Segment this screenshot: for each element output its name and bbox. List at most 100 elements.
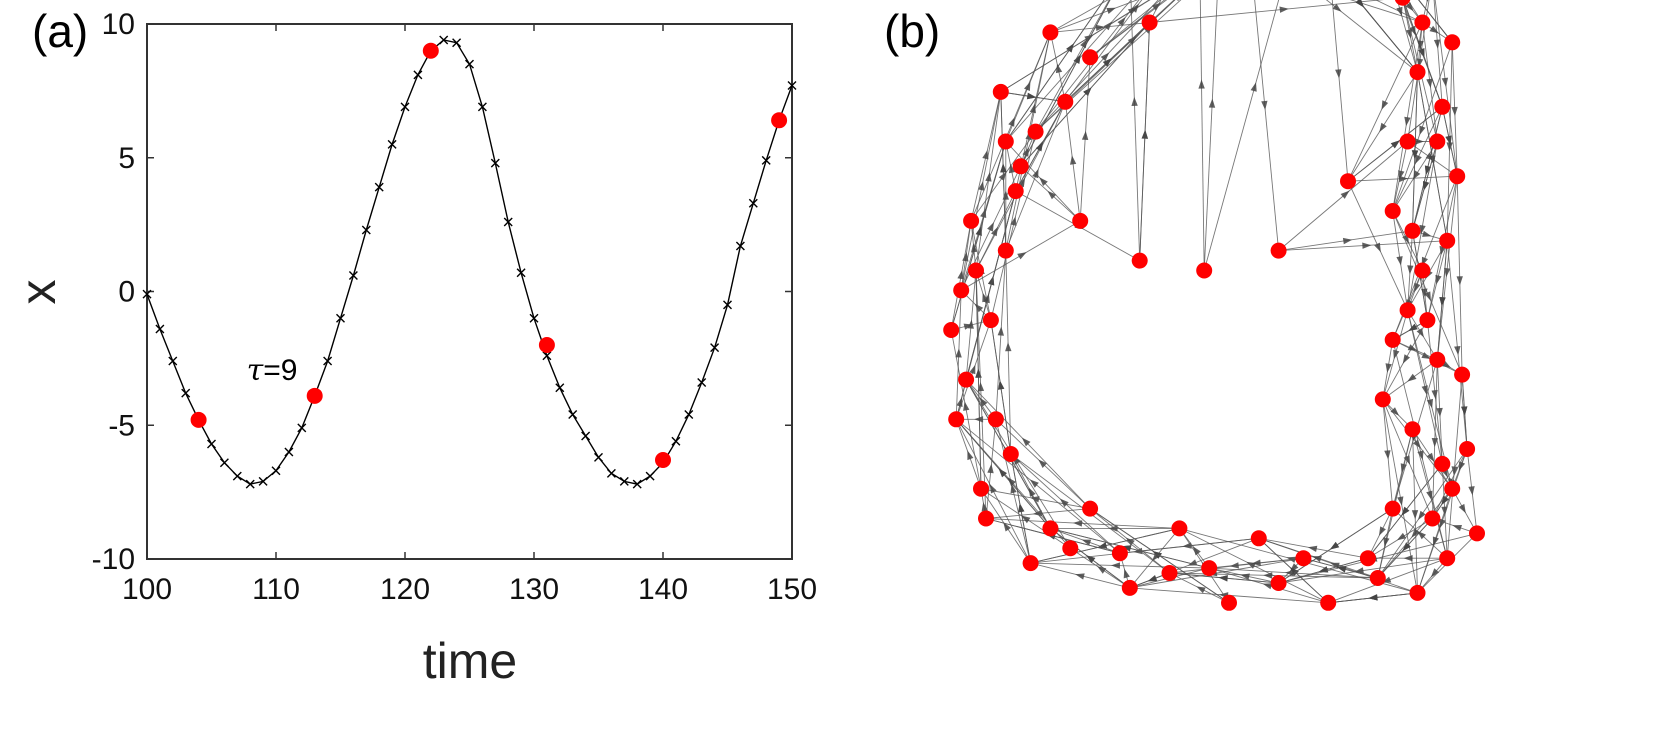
x-marker: [181, 388, 191, 398]
time-series-markers: [142, 35, 797, 489]
x-marker: [232, 471, 242, 481]
network-edge: [1331, 0, 1349, 182]
network-node: [1141, 14, 1158, 31]
network-node: [1359, 550, 1376, 567]
edge-arrowhead: [1005, 342, 1012, 352]
edge-arrowhead: [1263, 572, 1273, 579]
edge-arrowhead: [1086, 555, 1096, 564]
edge-arrowhead: [1055, 63, 1063, 74]
edge-arrowhead: [1421, 288, 1428, 298]
edge-arrowhead: [1430, 568, 1440, 578]
network-edge: [1357, 0, 1418, 73]
time-series-line: [146, 39, 793, 485]
edge-arrowhead: [1411, 150, 1419, 160]
edge-arrowhead: [1021, 515, 1031, 524]
x-marker: [271, 466, 281, 476]
network-node: [1429, 351, 1446, 368]
edge-arrowhead: [1381, 100, 1389, 110]
network-node: [1022, 555, 1039, 572]
x-marker: [697, 377, 707, 387]
edge-arrowhead: [1441, 495, 1449, 506]
y-axis-label: x: [10, 280, 66, 305]
network-node: [1404, 222, 1421, 239]
edge-arrowhead: [1355, 0, 1364, 8]
edge-arrowhead: [1285, 569, 1295, 577]
edge-arrowhead: [1007, 477, 1016, 487]
edge-arrowhead: [1131, 96, 1138, 106]
edge-arrowhead: [987, 222, 994, 232]
edge-arrowhead: [1108, 525, 1118, 532]
network-node: [1002, 446, 1019, 462]
edge-arrowhead: [967, 450, 974, 461]
x-marker: [516, 268, 526, 278]
network-nodes: [943, 0, 1485, 611]
edge-arrowhead: [974, 416, 984, 423]
edge-arrowhead: [1419, 224, 1426, 235]
edge-arrowhead: [1412, 170, 1421, 180]
network-node: [1007, 183, 1024, 200]
x-tick-label: 130: [509, 573, 559, 606]
sampled-point: [306, 387, 323, 404]
network-edge: [1000, 0, 1150, 93]
x-marker: [297, 423, 307, 433]
edge-arrowhead: [1431, 389, 1438, 400]
panel-a-plot: 100 110 120 130 140 150 -10 -5 0 5 10 τ=9 time x: [10, 8, 817, 689]
edge-arrowhead: [1008, 163, 1016, 174]
network-edge: [1434, 0, 1458, 177]
edge-arrowhead: [1384, 450, 1391, 460]
network-edge: [1064, 0, 1143, 103]
network-node: [1444, 34, 1461, 51]
network-node: [992, 83, 1009, 100]
network-node: [1434, 98, 1451, 115]
x-marker: [477, 102, 487, 112]
panel-label-a: (a): [32, 5, 88, 57]
edge-arrowhead: [1083, 87, 1092, 96]
edge-arrowhead: [1379, 122, 1387, 133]
edge-arrowhead: [1374, 242, 1381, 253]
edge-arrowhead: [963, 323, 974, 330]
y-axis-ticks: -10 -5 0 5 10: [92, 8, 792, 576]
y-tick-label: -5: [108, 409, 135, 442]
network-node: [1414, 14, 1431, 31]
edge-arrowhead: [1398, 175, 1409, 183]
edge-arrowhead: [969, 364, 976, 375]
x-marker: [503, 217, 513, 227]
edge-arrowhead: [1451, 106, 1458, 116]
network-node: [1161, 565, 1178, 581]
network-node: [1072, 212, 1089, 229]
edge-arrowhead: [1404, 116, 1411, 127]
edge-arrowhead: [1385, 363, 1392, 373]
x-marker: [258, 476, 268, 486]
sampled-point: [655, 452, 671, 469]
network-node: [1270, 242, 1287, 259]
network-node: [1404, 421, 1421, 438]
edge-arrowhead: [1261, 100, 1268, 110]
edge-arrowhead: [1026, 92, 1037, 100]
network-node: [1394, 0, 1411, 6]
edge-arrowhead: [1208, 98, 1216, 108]
network-node: [982, 312, 999, 329]
network-edge: [1278, 532, 1478, 584]
edge-arrowhead: [975, 226, 982, 236]
edge-arrowhead: [1073, 54, 1081, 64]
network-node: [1250, 530, 1267, 547]
network-edge: [1392, 22, 1423, 212]
x-marker: [400, 102, 410, 112]
network-node: [1042, 520, 1059, 537]
network-node: [963, 212, 980, 229]
network-edge: [1089, 0, 1168, 58]
network-node: [997, 242, 1014, 259]
network-node: [1082, 49, 1099, 66]
edge-arrowhead: [1397, 496, 1404, 506]
network-edge: [1407, 0, 1423, 23]
edge-arrowhead: [1421, 385, 1428, 395]
network-node: [1429, 133, 1446, 150]
edge-arrowhead: [1432, 536, 1439, 546]
edge-arrowhead: [1010, 484, 1017, 494]
sampled-point: [422, 42, 439, 59]
x-marker: [568, 410, 578, 420]
network-edge: [975, 91, 1002, 271]
x-marker: [542, 351, 552, 361]
edge-arrowhead: [1102, 58, 1112, 67]
